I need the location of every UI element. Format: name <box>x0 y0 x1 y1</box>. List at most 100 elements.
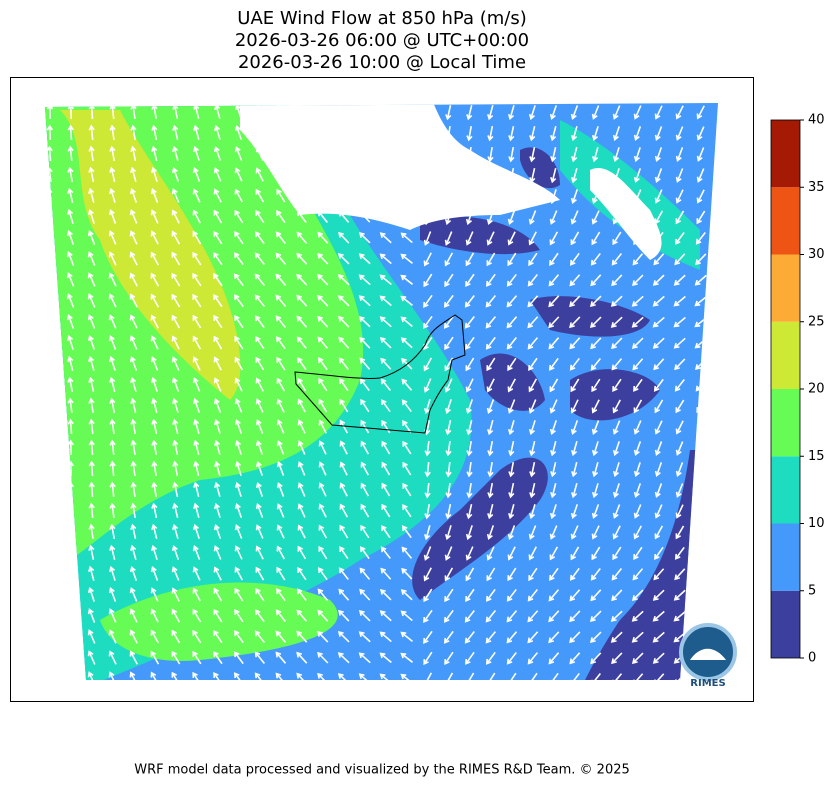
wind-arrow <box>445 167 452 184</box>
wind-arrow <box>401 189 413 202</box>
wind-arrow <box>571 441 578 457</box>
wind-arrow <box>611 589 623 602</box>
wind-arrow <box>611 652 623 665</box>
wind-arrow <box>486 210 495 226</box>
wind-arrow <box>172 523 179 539</box>
wind-arrow <box>675 483 684 498</box>
wind-arrow <box>360 482 370 497</box>
wind-arrow <box>569 610 581 623</box>
wind-arrow <box>88 166 95 183</box>
wind-arrow <box>527 610 539 623</box>
wind-arrow <box>631 295 644 307</box>
wind-arrow <box>172 145 179 161</box>
wind-arrow <box>359 168 370 182</box>
wind-arrow <box>130 502 137 519</box>
wind-arrow <box>487 420 494 436</box>
wind-arrow <box>487 461 494 478</box>
wind-arrow <box>528 672 538 680</box>
wind-arrow <box>402 503 412 518</box>
wind-arrow <box>87 586 95 602</box>
wind-arrow <box>66 208 74 224</box>
wind-arrow <box>550 126 557 142</box>
wind-arrow <box>296 630 308 643</box>
wind-arrow <box>696 483 705 498</box>
wind-arrow <box>87 272 96 287</box>
wind-arrow <box>424 146 431 163</box>
wind-arrow <box>254 672 265 680</box>
wind-arrow <box>213 314 223 329</box>
wind-arrow <box>109 502 116 519</box>
wind-arrow <box>527 589 538 602</box>
wind-arrow <box>360 524 370 539</box>
wind-arrow <box>466 125 473 142</box>
wind-arrow <box>507 357 517 372</box>
wind-arrow <box>506 316 518 329</box>
wind-arrow <box>379 232 392 244</box>
wind-arrow <box>569 337 581 350</box>
wind-arrow <box>423 546 432 561</box>
wind-arrow <box>591 504 600 519</box>
wind-arrow <box>401 168 413 181</box>
wind-arrow <box>528 567 538 582</box>
wind-arrow <box>150 671 160 680</box>
wind-arrow <box>150 314 159 329</box>
wind-arrow <box>234 230 244 245</box>
wind-arrow <box>591 441 599 457</box>
wind-arrow <box>611 253 622 266</box>
wind-arrow <box>507 525 516 540</box>
wind-arrow <box>150 376 158 392</box>
wind-arrow <box>358 253 371 265</box>
wind-arrow <box>696 420 705 435</box>
wind-arrow <box>317 672 329 680</box>
wind-arrow <box>254 651 266 664</box>
wind-arrow <box>108 587 117 602</box>
wind-arrow <box>109 397 116 414</box>
wind-arrow <box>589 295 602 308</box>
wind-arrow <box>234 524 243 539</box>
wind-arrow <box>276 398 285 413</box>
wind-arrow <box>465 399 474 415</box>
wind-arrow <box>151 124 158 141</box>
wind-arrow <box>548 295 560 308</box>
wind-arrow <box>150 293 160 308</box>
wind-arrow <box>151 460 158 477</box>
wind-arrow <box>255 125 264 140</box>
wind-arrow <box>528 420 536 436</box>
wind-arrow <box>317 273 329 286</box>
wind-arrow <box>87 608 96 623</box>
wind-arrow <box>109 145 116 162</box>
wind-arrow <box>527 316 539 329</box>
wind-arrow <box>108 272 117 287</box>
wind-arrow <box>402 440 412 455</box>
wind-arrow <box>255 188 265 203</box>
wind-arrow <box>318 189 328 203</box>
wind-arrow <box>400 232 413 244</box>
wind-arrow <box>423 630 433 644</box>
wind-arrow <box>423 315 433 329</box>
wind-arrow <box>192 188 201 203</box>
wind-arrow <box>466 503 473 520</box>
wind-arrow <box>570 546 580 561</box>
wind-arrow <box>130 145 137 162</box>
wind-arrow <box>400 652 414 663</box>
wind-arrow <box>612 462 620 478</box>
wind-arrow <box>317 210 329 223</box>
wind-arrow <box>633 483 642 499</box>
wind-arrow <box>151 397 158 413</box>
wind-arrow <box>234 398 243 413</box>
wind-arrow <box>631 652 644 664</box>
wind-arrow <box>591 525 600 540</box>
wind-arrow <box>633 378 643 392</box>
wind-arrow <box>192 377 201 392</box>
wind-arrow <box>466 440 473 457</box>
wind-arrow <box>46 544 53 561</box>
wind-arrow <box>423 252 432 267</box>
wind-arrow <box>46 334 53 350</box>
wind-arrow <box>485 588 496 602</box>
wind-arrow <box>192 335 202 350</box>
colorbar-tick-label: 25 <box>808 314 825 329</box>
wind-arrow <box>46 439 54 456</box>
wind-arrow <box>570 525 579 540</box>
wind-arrow <box>694 611 707 622</box>
